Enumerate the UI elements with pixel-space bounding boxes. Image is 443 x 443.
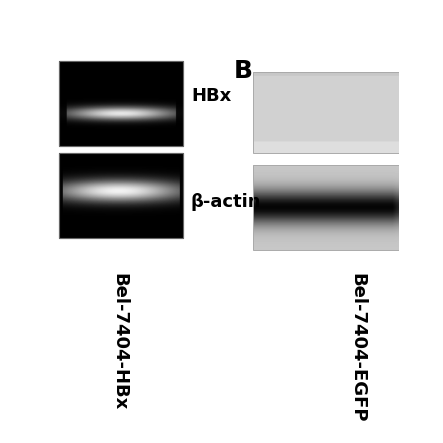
Bar [59, 153, 183, 238]
Text: Bel-7404-HBx: Bel-7404-HBx [110, 272, 128, 410]
Text: Bel-7404-EGFP: Bel-7404-EGFP [349, 272, 367, 422]
Bar [253, 165, 399, 249]
Bar [59, 61, 183, 146]
Text: HBx: HBx [191, 87, 231, 105]
Bar [59, 61, 183, 146]
Text: B: B [233, 59, 253, 83]
Bar [59, 153, 183, 238]
Text: β-actin: β-actin [191, 194, 261, 211]
Bar [253, 72, 399, 153]
